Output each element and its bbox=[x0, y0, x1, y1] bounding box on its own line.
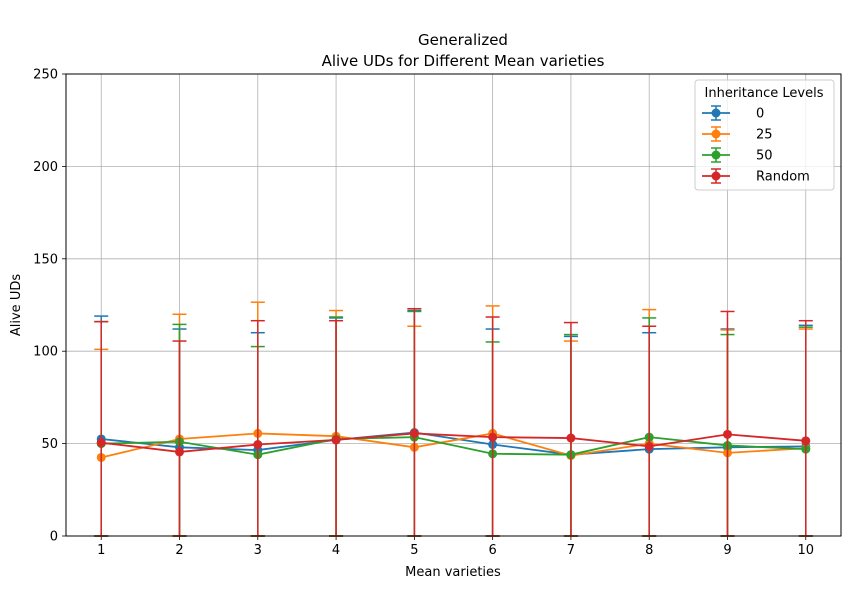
x-tick-label: 5 bbox=[410, 543, 418, 558]
legend-item: 50 bbox=[702, 147, 773, 164]
legend-marker bbox=[711, 129, 721, 139]
x-tick-label: 6 bbox=[489, 543, 497, 558]
y-tick-label: 150 bbox=[33, 252, 58, 267]
data-point bbox=[253, 440, 263, 450]
y-tick-label: 0 bbox=[50, 530, 58, 545]
y-tick-label: 50 bbox=[41, 437, 58, 452]
legend-item: 0 bbox=[702, 105, 764, 122]
legend-marker bbox=[711, 150, 721, 160]
x-tick-label: 2 bbox=[175, 543, 183, 558]
data-point bbox=[566, 433, 576, 443]
legend-title: Inheritance Levels bbox=[705, 86, 824, 101]
x-tick-label: 4 bbox=[332, 543, 340, 558]
y-tick-label: 200 bbox=[33, 160, 58, 175]
data-point bbox=[331, 435, 341, 445]
data-point bbox=[175, 447, 185, 457]
y-tick-label: 100 bbox=[33, 345, 58, 360]
x-tick-label: 1 bbox=[97, 543, 105, 558]
data-point bbox=[722, 429, 732, 439]
x-tick-label: 10 bbox=[797, 543, 814, 558]
chart-subtitle: Alive UDs for Different Mean varieties bbox=[322, 52, 605, 70]
data-point bbox=[488, 432, 498, 442]
legend-label: 25 bbox=[756, 128, 773, 143]
x-axis-label: Mean varieties bbox=[405, 565, 501, 580]
data-point bbox=[644, 441, 654, 451]
plot-frame bbox=[65, 73, 842, 537]
x-tick-label: 7 bbox=[567, 543, 575, 558]
series-layer bbox=[94, 301, 813, 537]
data-point bbox=[96, 438, 106, 448]
legend-item: 25 bbox=[702, 126, 773, 143]
y-tick-label: 250 bbox=[33, 68, 58, 83]
series-line bbox=[101, 432, 806, 459]
y-axis-label: Alive UDs bbox=[9, 274, 24, 336]
legend-label: 50 bbox=[756, 149, 773, 164]
legend-items: 0 25 50 Random bbox=[702, 105, 810, 185]
data-point bbox=[801, 436, 811, 446]
legend-label: Random bbox=[756, 170, 810, 185]
legend-box bbox=[694, 79, 835, 191]
x-tick-label: 8 bbox=[645, 543, 653, 558]
data-point bbox=[409, 428, 419, 438]
legend-marker bbox=[711, 108, 721, 118]
chart-title: Generalized bbox=[418, 31, 508, 49]
legend: Inheritance Levels 0 25 50 Random bbox=[694, 79, 835, 191]
legend-label: 0 bbox=[756, 107, 764, 122]
series-line bbox=[101, 432, 806, 453]
x-tick-label: 9 bbox=[723, 543, 731, 558]
legend-marker bbox=[711, 171, 721, 181]
legend-item: Random bbox=[702, 168, 810, 185]
x-tick-label: 3 bbox=[254, 543, 262, 558]
